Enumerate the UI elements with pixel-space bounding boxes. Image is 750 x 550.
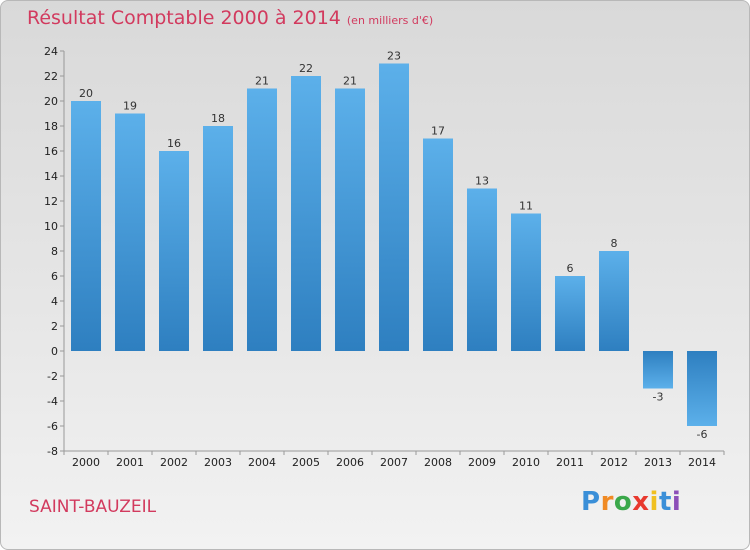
data-label-2006: 21	[343, 75, 357, 88]
bar-2008	[423, 138, 453, 351]
bar-2013	[643, 351, 673, 389]
x-tick-label: 2014	[688, 456, 716, 469]
data-label-2002: 16	[167, 137, 181, 150]
y-tick-label: -2	[47, 370, 58, 383]
y-tick-label: 24	[44, 45, 58, 58]
data-label-2012: 8	[611, 237, 618, 250]
data-label-2009: 13	[475, 175, 489, 188]
logo-letter: t	[658, 487, 672, 517]
data-label-2013: -3	[653, 391, 664, 404]
y-tick-label: 4	[51, 295, 58, 308]
logo-letter: P	[581, 487, 601, 517]
logo-letter: r	[600, 487, 614, 517]
bar-2001	[115, 113, 145, 351]
y-tick-label: 2	[51, 320, 58, 333]
bar-2004	[247, 88, 277, 351]
data-label-2011: 6	[567, 262, 574, 275]
y-tick-label: 12	[44, 195, 58, 208]
bar-2003	[203, 126, 233, 351]
bar-2011	[555, 276, 585, 351]
data-label-2001: 19	[123, 100, 137, 113]
y-tick-label: 14	[44, 170, 58, 183]
x-tick-label: 2006	[336, 456, 364, 469]
y-tick-label: -6	[47, 420, 58, 433]
y-tick-label: 18	[44, 120, 58, 133]
bar-2000	[71, 101, 101, 351]
x-tick-label: 2009	[468, 456, 496, 469]
x-tick-label: 2005	[292, 456, 320, 469]
data-label-2000: 20	[79, 87, 93, 100]
x-tick-label: 2002	[160, 456, 188, 469]
y-tick-label: 22	[44, 70, 58, 83]
logo-letter: o	[613, 487, 633, 517]
data-label-2008: 17	[431, 125, 445, 138]
data-label-2010: 11	[519, 200, 533, 213]
y-tick-label: 6	[51, 270, 58, 283]
x-tick-label: 2008	[424, 456, 452, 469]
x-tick-label: 2001	[116, 456, 144, 469]
bar-2010	[511, 213, 541, 351]
x-tick-label: 2007	[380, 456, 408, 469]
y-tick-label: -4	[47, 395, 58, 408]
x-tick-label: 2010	[512, 456, 540, 469]
y-tick-label: 10	[44, 220, 58, 233]
data-label-2005: 22	[299, 62, 313, 75]
x-tick-label: 2003	[204, 456, 232, 469]
y-tick-label: 8	[51, 245, 58, 258]
x-tick-label: 2004	[248, 456, 276, 469]
chart-title: Résultat Comptable 2000 à 2014 (en millie…	[27, 7, 433, 29]
logo-letter: i	[649, 487, 659, 517]
data-label-2004: 21	[255, 75, 269, 88]
x-tick-label: 2000	[72, 456, 100, 469]
bar-2002	[159, 151, 189, 351]
x-tick-label: 2011	[556, 456, 584, 469]
bar-2007	[379, 63, 409, 351]
logo-letter: i	[671, 487, 682, 517]
commune-name: SAINT-BAUZEIL	[29, 497, 157, 517]
x-tick-label: 2012	[600, 456, 628, 469]
y-tick-label: 0	[51, 345, 58, 358]
y-tick-label: 20	[44, 95, 58, 108]
data-label-2003: 18	[211, 112, 225, 125]
bar-2014	[687, 351, 717, 426]
y-tick-label: 16	[44, 145, 58, 158]
data-label-2014: -6	[697, 428, 708, 441]
proxiti-logo: Proxiti	[581, 487, 681, 517]
chart-subtitle: (en milliers d'€)	[346, 14, 434, 27]
bar-2009	[467, 188, 497, 351]
x-tick-label: 2013	[644, 456, 672, 469]
data-label-2007: 23	[387, 50, 401, 63]
chart-title-text: Résultat Comptable 2000 à 2014	[27, 7, 341, 29]
y-tick-label: -8	[47, 445, 58, 458]
bar-2012	[599, 251, 629, 351]
bar-2006	[335, 88, 365, 351]
bar-2005	[291, 76, 321, 351]
logo-letter: x	[632, 487, 650, 517]
